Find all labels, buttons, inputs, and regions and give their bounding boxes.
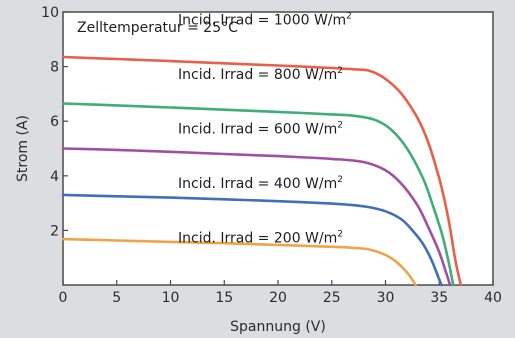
series-label-sup: 2 — [337, 120, 343, 130]
series-label-3: Incid. Irrad = 400 W/m2 — [178, 175, 343, 192]
iv-curve-1 — [61, 102, 455, 287]
x-tick-label: 5 — [112, 290, 121, 306]
x-tick-label: 40 — [484, 290, 502, 306]
iv-curve-2 — [61, 147, 452, 287]
x-axis: 0 5 10 15 20 25 30 35 40 — [59, 280, 502, 306]
x-tick-label: 35 — [430, 290, 448, 306]
y-tick-label: 10 — [41, 5, 59, 21]
y-tick-label: 4 — [50, 169, 59, 185]
series-label-prefix: Incid. Irrad = — [178, 12, 274, 28]
series-label-sup: 2 — [337, 230, 343, 240]
series-label-2: Incid. Irrad = 600 W/m2 — [178, 120, 343, 137]
x-tick-label: 15 — [215, 290, 233, 306]
x-tick-label: 30 — [377, 290, 395, 306]
y-tick-label: 6 — [50, 114, 59, 130]
series-label-sup: 2 — [346, 11, 352, 21]
series-label-value: 800 — [274, 67, 301, 83]
series-label-unit: W/m — [301, 67, 338, 83]
series-label-prefix: Incid. Irrad = — [178, 121, 274, 137]
series-label-unit: W/m — [310, 12, 347, 28]
series-label-value: 200 — [274, 231, 301, 247]
x-tick-label: 10 — [162, 290, 180, 306]
y-tick-label: 2 — [50, 223, 59, 239]
series-label-unit: W/m — [301, 231, 338, 247]
series-label-unit: W/m — [301, 176, 338, 192]
series-label-0: Incid. Irrad = 1000 W/m2 — [178, 11, 352, 28]
iv-curve-0 — [61, 55, 463, 287]
series-label-value: 600 — [274, 121, 301, 137]
cell-temperature-annotation: Zelltemperatur = 25°C — [77, 20, 238, 36]
series-label-sup: 2 — [337, 66, 343, 76]
iv-curve-4 — [61, 237, 417, 287]
x-axis-label: Spannung (V) — [230, 319, 326, 335]
series-label-value: 1000 — [274, 12, 310, 28]
series-label-prefix: Incid. Irrad = — [178, 231, 274, 247]
series-label-1: Incid. Irrad = 800 W/m2 — [178, 66, 343, 83]
curves — [61, 55, 463, 287]
series-label-unit: W/m — [301, 121, 338, 137]
series-label-sup: 2 — [337, 175, 343, 185]
x-tick-label: 0 — [59, 290, 68, 306]
y-axis-label: Strom (A) — [15, 115, 31, 182]
series-label-4: Incid. Irrad = 200 W/m2 — [178, 230, 343, 247]
series-label-prefix: Incid. Irrad = — [178, 176, 274, 192]
series-label-prefix: Incid. Irrad = — [178, 67, 274, 83]
y-axis: 2 4 6 8 10 — [41, 5, 68, 239]
series-label-value: 400 — [274, 176, 301, 192]
y-tick-label: 8 — [50, 60, 59, 76]
x-tick-label: 25 — [323, 290, 341, 306]
x-tick-label: 20 — [269, 290, 287, 306]
iv-curve-3 — [61, 193, 443, 287]
